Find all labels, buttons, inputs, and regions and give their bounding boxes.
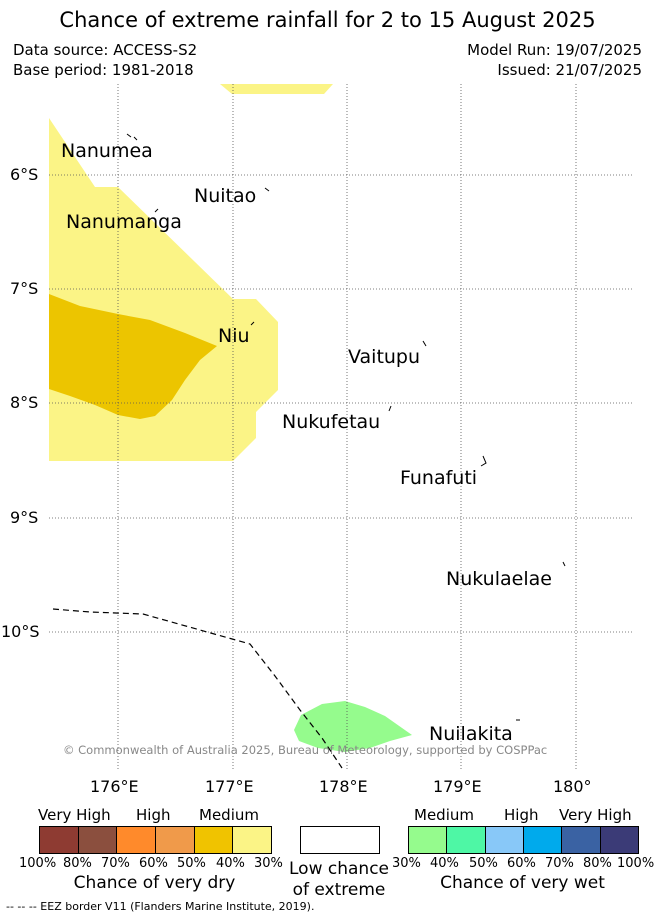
dry-pct-80: 80% bbox=[63, 856, 92, 871]
place-nukulaelae: Nukulaelae bbox=[446, 568, 552, 590]
wet-pct-100: 100% bbox=[617, 856, 655, 871]
dry-region-medium-light bbox=[49, 118, 278, 461]
wet-legend-title: Chance of very wet bbox=[440, 873, 605, 893]
wet-pct-80: 80% bbox=[583, 856, 612, 871]
wet-pct-70: 70% bbox=[545, 856, 574, 871]
x-tick-177e: 177°E bbox=[205, 777, 254, 796]
island-markers bbox=[126, 133, 566, 721]
map-title: Chance of extreme rainfall for 2 to 15 A… bbox=[59, 8, 596, 32]
place-nuitao: Nuitao bbox=[194, 185, 257, 207]
y-tick-10s: 10°S bbox=[1, 622, 40, 641]
dry-legend-title: Chance of very dry bbox=[73, 873, 236, 893]
place-vaitupu: Vaitupu bbox=[348, 346, 421, 368]
x-tick-179e: 179°E bbox=[433, 777, 482, 796]
place-nuilakita: Nuilakita bbox=[429, 723, 513, 745]
place-funafuti: Funafuti bbox=[400, 467, 478, 489]
y-tick-9s: 9°S bbox=[10, 508, 39, 527]
wet-swatch bbox=[523, 827, 563, 853]
place-nukufetau: Nukufetau bbox=[282, 411, 381, 433]
dry-pct-30: 30% bbox=[254, 856, 283, 871]
dry-level-medium: Medium bbox=[199, 806, 259, 824]
wet-colorbar bbox=[408, 826, 639, 854]
wet-level-high: High bbox=[504, 806, 539, 824]
x-tick-178e: 178°E bbox=[319, 777, 368, 796]
place-niu: Niu bbox=[218, 325, 250, 347]
y-tick-7s: 7°S bbox=[10, 279, 39, 298]
data-source: Data source: ACCESS-S2 bbox=[13, 41, 198, 59]
wet-swatch bbox=[562, 827, 601, 853]
wet-swatch bbox=[447, 827, 486, 853]
wet-pct-30: 30% bbox=[392, 856, 421, 871]
base-period: Base period: 1981-2018 bbox=[13, 61, 194, 79]
wet-level-very-high: Very High bbox=[559, 806, 632, 824]
y-tick-8s: 8°S bbox=[10, 393, 39, 412]
wet-level-medium: Medium bbox=[414, 806, 474, 824]
wet-swatch bbox=[409, 827, 448, 853]
low-chance-line1: Low chance bbox=[289, 859, 389, 879]
dry-level-very-high: Very High bbox=[38, 806, 111, 824]
dry-colorbar bbox=[39, 826, 272, 854]
issued-date: Issued: 21/07/2025 bbox=[497, 61, 642, 79]
dry-pct-70: 70% bbox=[101, 856, 130, 871]
wet-swatch bbox=[600, 827, 638, 853]
dry-pct-50: 50% bbox=[177, 856, 206, 871]
low-chance-swatch bbox=[300, 826, 380, 854]
wet-pct-50: 50% bbox=[469, 856, 498, 871]
dry-pct-100: 100% bbox=[19, 856, 57, 871]
meta-left: Data source: ACCESS-S2 Base period: 1981… bbox=[13, 40, 197, 80]
gridlines bbox=[49, 84, 633, 770]
wet-pct-60: 60% bbox=[507, 856, 536, 871]
dry-pct-60: 60% bbox=[139, 856, 168, 871]
low-chance-line2: of extreme bbox=[292, 880, 386, 900]
dry-swatch bbox=[117, 827, 157, 853]
eez-border bbox=[52, 608, 343, 769]
dry-region-top-strip bbox=[220, 84, 333, 94]
wet-pct-40: 40% bbox=[430, 856, 459, 871]
x-tick-180: 180° bbox=[553, 777, 592, 796]
dry-swatch bbox=[194, 827, 234, 853]
dry-swatch bbox=[78, 827, 118, 853]
low-chance-title: Low chance of extreme bbox=[280, 859, 398, 901]
dry-swatch bbox=[156, 827, 195, 853]
x-tick-176e: 176°E bbox=[90, 777, 139, 796]
eez-footnote: -- -- -- EEZ border V11 (Flanders Marine… bbox=[6, 900, 315, 913]
dry-swatch bbox=[233, 827, 272, 853]
place-nanumea: Nanumea bbox=[61, 140, 153, 162]
copyright-notice: © Commonwealth of Australia 2025, Bureau… bbox=[63, 743, 548, 757]
wet-swatch bbox=[485, 827, 524, 853]
dry-pct-40: 40% bbox=[216, 856, 245, 871]
y-tick-6s: 6°S bbox=[10, 165, 39, 184]
dry-region-medium-dark bbox=[49, 294, 217, 419]
dry-level-high: High bbox=[136, 806, 171, 824]
meta-right: Model Run: 19/07/2025 Issued: 21/07/2025 bbox=[467, 40, 642, 80]
place-nanumanga: Nanumanga bbox=[66, 211, 182, 233]
model-run: Model Run: 19/07/2025 bbox=[467, 41, 642, 59]
dry-swatch bbox=[40, 827, 79, 853]
